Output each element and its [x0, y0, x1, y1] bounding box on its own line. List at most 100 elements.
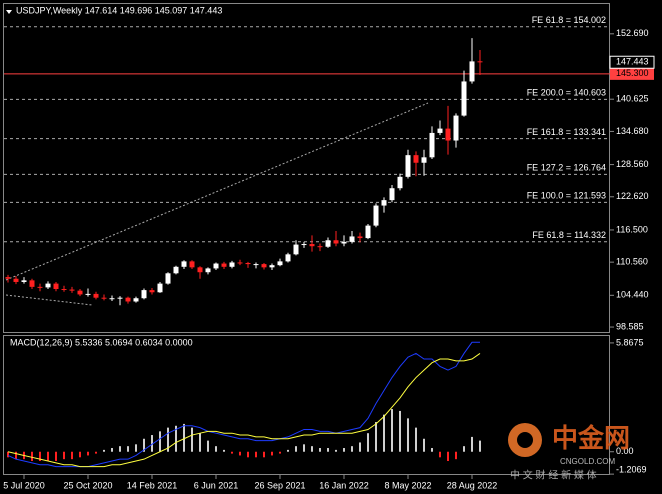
histogram-bar — [359, 442, 361, 452]
histogram-bar — [87, 451, 89, 456]
fe-level-label: FE 161.8 = 133.341 — [527, 127, 606, 137]
y-tick-label: 134.680 — [616, 126, 649, 136]
candle-body — [381, 200, 387, 206]
candle-body — [45, 283, 51, 288]
x-tick-label: 6 Jun 2021 — [194, 480, 239, 490]
histogram-bar — [431, 448, 433, 452]
candle-body — [453, 115, 459, 141]
x-tick-label: 5 Jul 2020 — [3, 480, 45, 490]
candle-body — [349, 236, 355, 242]
histogram-bar — [351, 446, 353, 452]
histogram-bar — [151, 435, 153, 452]
histogram-bar — [287, 449, 289, 452]
fe-level-label: FE 61.8 = 114.332 — [532, 230, 606, 240]
candle-body — [205, 268, 211, 273]
fe-level-label: FE 100.0 = 121.593 — [527, 191, 606, 201]
candle-body — [13, 278, 19, 282]
candle-body — [197, 267, 203, 273]
histogram-bar — [407, 418, 409, 452]
histogram-bar — [55, 451, 57, 462]
macd-pane — [3, 335, 610, 475]
price-label-box — [609, 55, 655, 69]
histogram-bar — [167, 427, 169, 452]
histogram-bar — [47, 451, 49, 462]
candle-body — [269, 265, 275, 268]
candle-body — [389, 188, 395, 201]
histogram-bar — [103, 449, 105, 452]
candle-body — [429, 132, 435, 158]
candle-body — [69, 289, 75, 291]
histogram-bar — [319, 448, 321, 452]
histogram-bar — [471, 436, 473, 452]
watermark: 中金网 CNGOLD.COM 中 文 财 经 新 媒 体 — [508, 423, 630, 482]
macd-line — [7, 353, 481, 468]
histogram-bar — [367, 433, 369, 452]
histogram-bar — [79, 451, 81, 458]
candle-body — [469, 61, 475, 82]
histogram-bar — [7, 451, 9, 458]
histogram-bar — [311, 446, 313, 452]
histogram-bar — [135, 444, 137, 452]
fe-level-label: FE 200.0 = 140.603 — [527, 88, 606, 98]
histogram-bar — [183, 423, 185, 452]
y-tick-label: 152.690 — [616, 28, 649, 38]
candle-body — [117, 297, 123, 299]
histogram-bar — [127, 446, 129, 452]
x-tick-label: 28 Aug 2022 — [447, 480, 498, 490]
histogram-bar — [239, 451, 241, 456]
y-tick-label: 5.8675 — [616, 337, 644, 347]
fe-level-label: FE 61.8 = 154.002 — [532, 15, 606, 25]
fe-trendline — [5, 294, 93, 306]
candle-body — [317, 246, 323, 248]
histogram-bar — [175, 425, 177, 452]
candle-body — [189, 261, 195, 268]
candle-body — [373, 205, 379, 226]
y-tick-label: 116.500 — [616, 224, 648, 234]
candle-body — [37, 286, 43, 288]
histogram-bar — [479, 440, 481, 452]
histogram-bar — [247, 451, 249, 458]
histogram-bar — [71, 451, 73, 460]
price-label: 147.443 — [616, 57, 649, 67]
histogram-bar — [159, 431, 161, 452]
histogram-bar — [39, 451, 41, 462]
x-tick-label: 8 May 2022 — [384, 480, 431, 490]
y-tick-label: -1.2069 — [616, 464, 647, 474]
histogram-bar — [303, 444, 305, 452]
histogram-bar — [391, 409, 393, 452]
x-tick-label: 14 Feb 2021 — [127, 480, 178, 490]
histogram-bar — [191, 427, 193, 452]
candle-body — [21, 280, 27, 282]
histogram-bar — [439, 451, 441, 458]
candle-body — [93, 293, 99, 298]
histogram-bar — [199, 433, 201, 452]
histogram-bar — [335, 449, 337, 452]
fe-level-label: FE 127.2 = 126.764 — [527, 163, 606, 173]
y-tick-label: 122.620 — [616, 191, 649, 201]
candle-body — [29, 280, 35, 287]
candle-body — [261, 264, 267, 268]
candle-body — [109, 298, 115, 300]
histogram-bar — [255, 451, 257, 458]
histogram-bar — [15, 451, 17, 460]
histogram-bar — [383, 414, 385, 452]
candle-body — [365, 225, 371, 239]
candle-body — [413, 155, 419, 163]
x-tick-label: 26 Sep 2021 — [254, 480, 305, 490]
candle-body — [221, 263, 227, 267]
candle-body — [237, 262, 243, 264]
bid-label: 145.300 — [616, 68, 649, 78]
candle-body — [477, 61, 483, 63]
price-pane — [3, 3, 610, 333]
y-tick-label: 98.585 — [616, 321, 644, 331]
candle-body — [77, 290, 83, 295]
histogram-bar — [119, 446, 121, 452]
candle-body — [181, 261, 187, 267]
macd-title: MACD(12,26,9) 5.5336 5.0694 0.6034 0.000… — [10, 337, 193, 347]
candle-body — [309, 244, 315, 247]
histogram-bar — [447, 451, 449, 462]
candle-body — [405, 155, 411, 177]
histogram-bar — [343, 448, 345, 452]
